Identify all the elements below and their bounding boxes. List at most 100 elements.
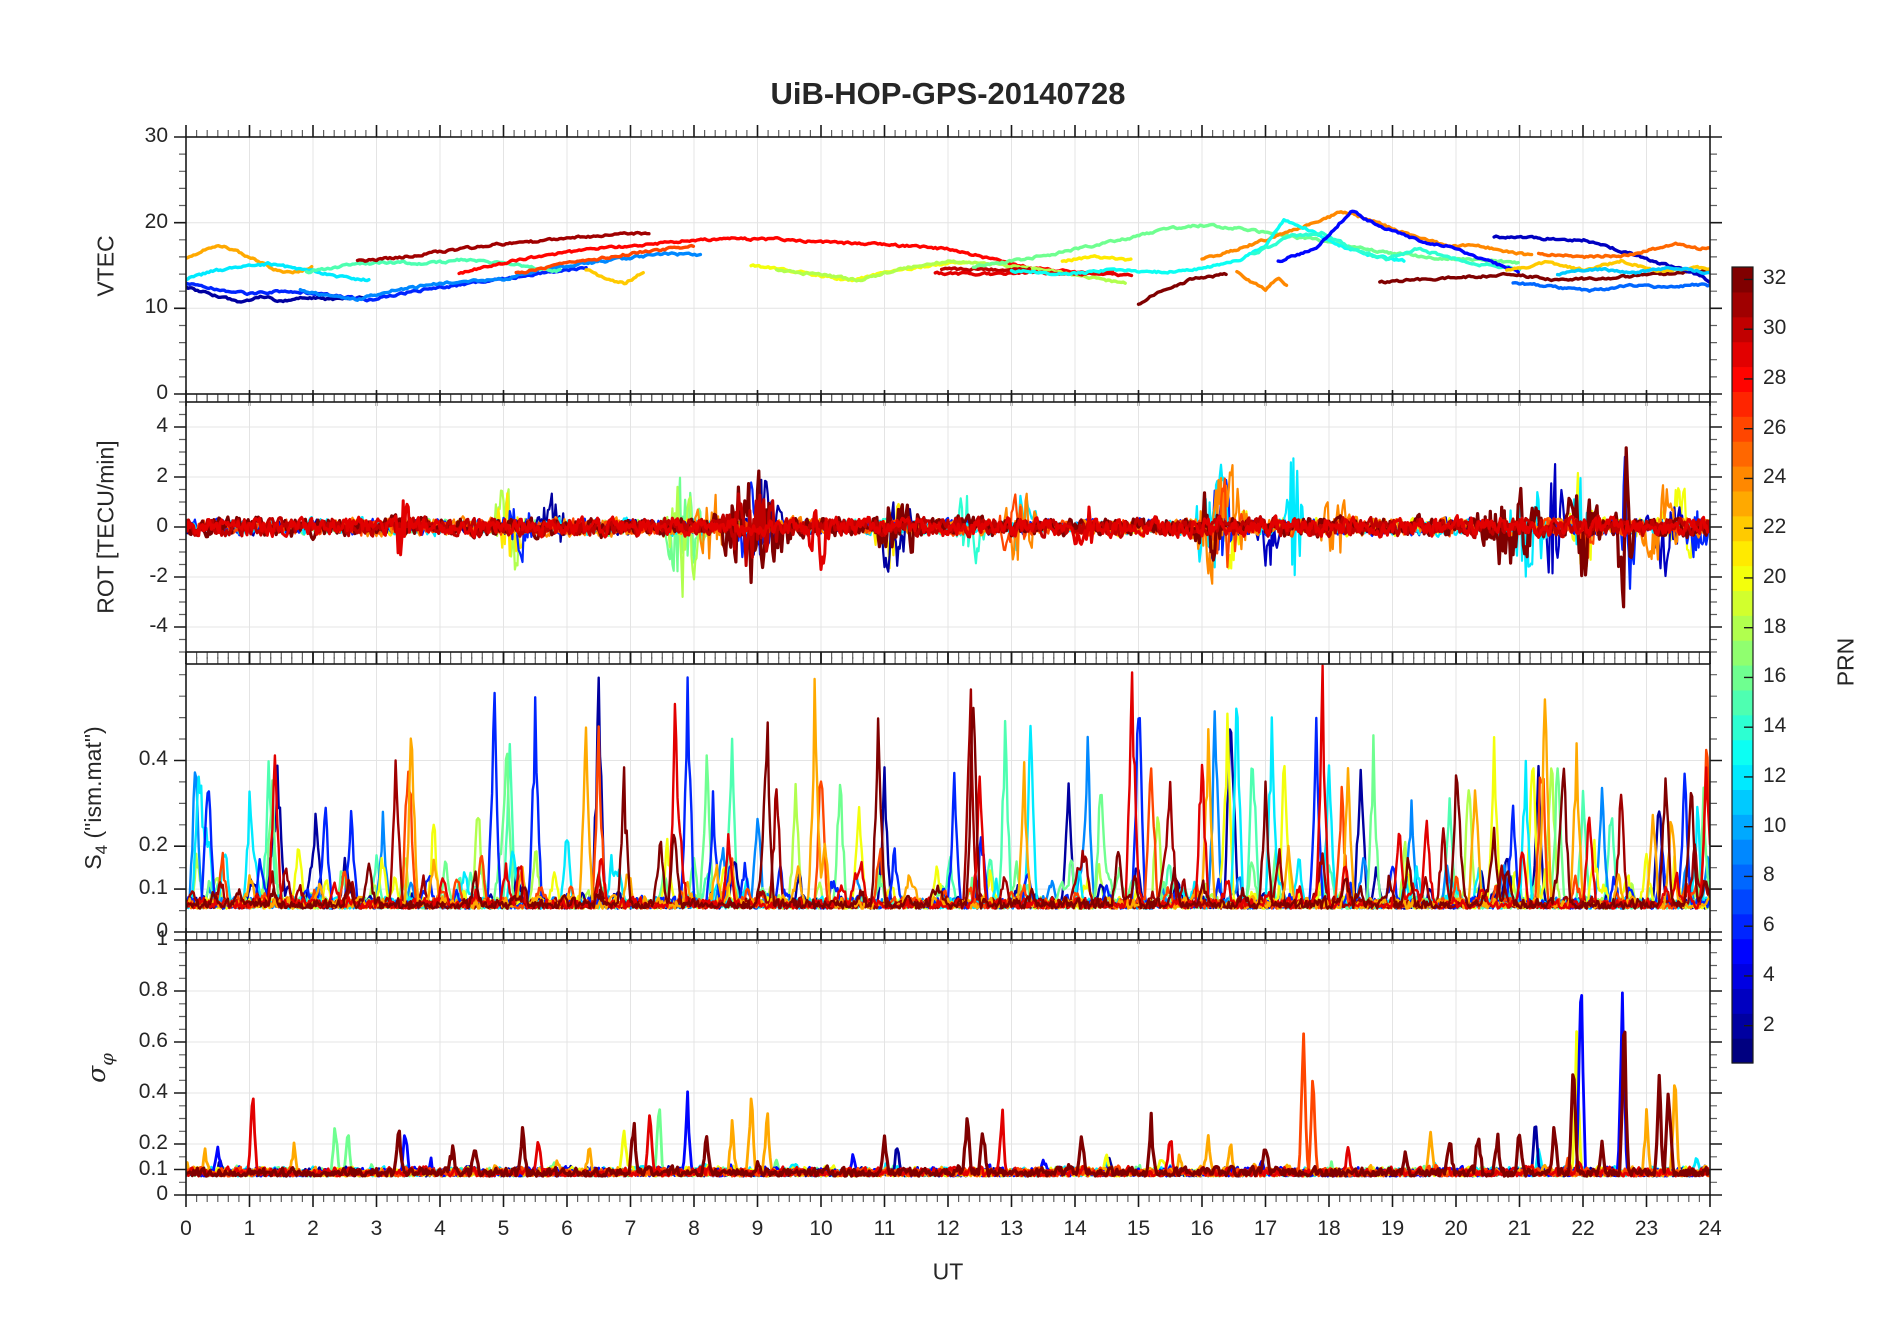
ytick-label-sigma-phi-panel: 0.1 [138,1156,168,1180]
xtick-label: 12 [936,1217,960,1240]
series-prn-32 [1136,271,1228,306]
series-prn-14 [1251,230,1522,272]
minor-ticks-rot-panel [179,395,1717,659]
xtick-label: 14 [1063,1217,1087,1240]
colorbar-tick-label: 20 [1763,564,1787,588]
minor-ticks-sigma-phi-panel [179,933,1717,1202]
series-prn-29 [186,664,1710,910]
colorbar-block [1732,615,1753,641]
series-prn-31 [355,230,651,263]
xtick-label: 19 [1380,1217,1405,1240]
colorbar-block [1732,565,1753,591]
series-prn-21 [1060,254,1133,264]
colorbar-border [1731,266,1754,1064]
colorbar [1731,266,1754,1064]
colorbar-block [1732,938,1753,965]
colorbar-tick-label: 4 [1763,962,1775,986]
colorbar-block [1732,590,1753,616]
colorbar-block [1732,466,1753,492]
xtick-label: 16 [1190,1217,1214,1240]
colorbar-block [1732,441,1753,467]
ytick-label-s4-panel: 0.2 [138,833,168,857]
ytick-label-sigma-phi-panel: 0.6 [138,1029,168,1052]
ytick-label-sigma-phi-panel: 0.8 [138,978,168,1001]
ytick-label-sigma-phi-panel: 0.2 [138,1131,168,1154]
series-prn-9 [298,251,703,302]
series-prn-11 [1555,265,1710,277]
series-prn-25 [1536,241,1710,260]
ytick-label-s4-panel: 0 [156,919,168,942]
colorbar-block [1732,988,1753,1014]
xtick-label: 7 [624,1217,637,1240]
figure-title: UiB-HOP-GPS-20140728 [770,76,1126,111]
colorbar-block [1732,490,1753,517]
panel-border-s4-panel [185,663,1711,933]
colorbar-tick-label: 26 [1763,415,1787,439]
xtick-label: 15 [1126,1217,1151,1240]
ytick-label-sigma-phi-panel: 1 [156,927,168,950]
colorbar-block [1732,789,1753,815]
xtick-label: 3 [370,1217,383,1240]
series-prn-16 [971,222,1520,269]
xtick-label: 8 [688,1217,700,1240]
xtick-label: 9 [751,1217,764,1240]
colorbar-block [1732,1038,1753,1064]
colorbar-tick-label: 2 [1763,1012,1775,1036]
colorbar-block [1732,764,1753,790]
colorbar-block [1732,267,1753,293]
colorbar-tick-label: 16 [1763,664,1787,688]
colorbar-tick-label: 28 [1763,365,1787,389]
xtick-label: 22 [1571,1217,1595,1240]
series-group-sigma-phi-panel [186,991,1710,1178]
colorbar-block [1732,963,1753,989]
colorbar-block [1732,640,1753,666]
series-prn-22 [584,268,645,286]
xtick-label: 2 [307,1217,319,1240]
series-prn-5 [1276,209,1520,274]
ytick-label-s4-panel: 0.1 [138,876,168,900]
colorbar-block [1732,291,1753,318]
colorbar-block [1732,316,1753,343]
series-prn-32 [1378,268,1710,285]
ytick-label-rot-panel: 4 [156,414,168,437]
colorbar-tick-label: 8 [1763,863,1775,887]
series-prn-12 [186,261,371,283]
xtick-label: 4 [434,1217,446,1240]
colorbar-block [1732,1013,1753,1039]
ytick-label-vtec-panel: 20 [144,209,168,233]
series-prn-24 [1235,269,1289,292]
series-prn-2 [186,285,365,304]
xtick-label: 18 [1317,1217,1341,1240]
colorbar-tick-label: 10 [1763,813,1787,837]
colorbar-block [1732,391,1753,417]
ytick-label-rot-panel: -2 [149,564,168,587]
colorbar-block [1732,689,1753,716]
colorbar-tick-label: 30 [1763,316,1787,340]
xtick-label: 23 [1634,1217,1659,1240]
colorbar-block [1732,864,1753,890]
colorbar-block [1732,540,1753,567]
series-prn-8 [1511,281,1710,293]
colorbar-block [1732,416,1753,442]
ytick-label-s4-panel: 0.4 [138,747,168,771]
xtick-label: 5 [497,1217,510,1240]
ytick-label-rot-panel: 0 [156,514,168,537]
colorbar-ticks [1744,278,1753,1027]
xtick-label: 11 [873,1217,896,1240]
colorbar-tick-label: 22 [1763,515,1787,539]
series-group-vtec-panel [186,209,1710,306]
xtick-label: 17 [1253,1217,1278,1240]
panel-border-sigma-phi-panel [185,939,1711,1196]
ylabel-vtec: VTEC [92,235,119,297]
major-ticks-sigma-phi-panel [174,928,1722,1207]
xtick-label: 1 [243,1217,256,1240]
colorbar-tick-label: 24 [1763,465,1787,489]
xlabel-ut: UT [932,1258,964,1285]
colorbar-block [1732,739,1753,766]
colorbar-block [1732,341,1753,368]
series-group-rot-panel [186,446,1710,609]
colorbar-block [1732,839,1753,865]
series-prn-6 [186,265,588,303]
